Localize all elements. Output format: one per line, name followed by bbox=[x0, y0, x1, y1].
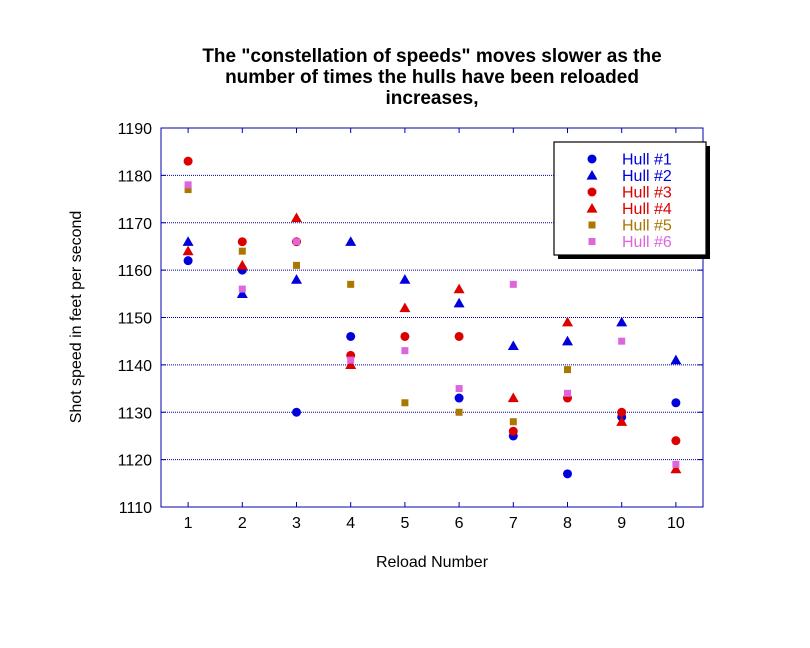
data-point bbox=[671, 398, 681, 408]
data-point bbox=[454, 331, 464, 341]
data-point bbox=[236, 288, 248, 298]
data-point bbox=[291, 274, 302, 284]
data-point bbox=[346, 331, 356, 341]
data-point bbox=[401, 399, 409, 407]
legend-marker bbox=[588, 238, 596, 245]
x-tick-label: 1 bbox=[184, 515, 193, 532]
data-point bbox=[564, 366, 571, 374]
data-point bbox=[509, 418, 517, 426]
data-point bbox=[182, 245, 194, 256]
data-point bbox=[347, 356, 355, 364]
data-point bbox=[562, 316, 573, 327]
data-point bbox=[183, 156, 193, 166]
data-point bbox=[618, 337, 626, 345]
data-point bbox=[455, 385, 463, 393]
legend-label: Hull #2 bbox=[622, 168, 672, 185]
data-point bbox=[453, 283, 465, 294]
x-tick-label: 4 bbox=[346, 515, 355, 532]
data-point bbox=[670, 354, 682, 365]
data-point bbox=[672, 460, 680, 468]
x-tick-label: 7 bbox=[509, 515, 518, 532]
data-point bbox=[617, 407, 627, 417]
legend-marker bbox=[588, 221, 596, 229]
data-point bbox=[670, 463, 682, 474]
legend-marker bbox=[587, 154, 597, 164]
y-axis-label: Shot speed in feet per second bbox=[68, 211, 85, 424]
data-point bbox=[237, 237, 247, 247]
data-point bbox=[345, 359, 357, 369]
chart-title-line: number of times the hulls have been relo… bbox=[225, 67, 639, 88]
y-tick-label: 1120 bbox=[118, 453, 153, 470]
data-point bbox=[293, 238, 300, 246]
legend-label: Hull #5 bbox=[622, 218, 672, 235]
y-tick-label: 1160 bbox=[118, 263, 153, 280]
data-point bbox=[291, 212, 302, 223]
x-tick-label: 9 bbox=[617, 515, 626, 532]
y-tick-label: 1150 bbox=[118, 311, 153, 328]
data-point bbox=[563, 469, 572, 479]
data-point bbox=[507, 392, 519, 403]
data-point bbox=[399, 274, 411, 284]
data-point bbox=[453, 297, 465, 308]
grid bbox=[161, 174, 703, 461]
data-point bbox=[454, 393, 464, 403]
chart-title: The "constellation of speeds" moves slow… bbox=[160, 46, 704, 109]
data-point bbox=[182, 236, 194, 246]
x-tick-label: 6 bbox=[455, 515, 464, 532]
data-point bbox=[616, 316, 628, 327]
y-tick-label: 1130 bbox=[118, 405, 153, 422]
data-point bbox=[509, 280, 517, 288]
x-tick-label: 10 bbox=[667, 515, 685, 532]
data-point bbox=[616, 416, 628, 426]
y-tick-label: 1170 bbox=[118, 216, 153, 233]
legend-label: Hull #1 bbox=[622, 152, 672, 169]
y-tick-label: 1190 bbox=[118, 121, 153, 138]
x-tick-label: 3 bbox=[292, 515, 301, 532]
data-point bbox=[345, 236, 357, 246]
y-tick-label: 1180 bbox=[118, 168, 153, 185]
data-point bbox=[183, 256, 193, 266]
data-point bbox=[508, 426, 518, 436]
data-point bbox=[507, 340, 519, 351]
x-tick-label: 5 bbox=[400, 515, 409, 532]
data-points bbox=[182, 156, 682, 479]
data-point bbox=[238, 247, 246, 255]
y-tick-label: 1110 bbox=[119, 500, 152, 517]
x-tick-label: 8 bbox=[563, 515, 572, 532]
data-point bbox=[564, 389, 571, 397]
data-point bbox=[292, 407, 301, 417]
legend-marker bbox=[587, 187, 597, 197]
y-tick-label: 1140 bbox=[118, 358, 153, 375]
x-axis: 1 2 3 4 5 6 7 8 9 10 bbox=[184, 128, 685, 532]
legend-box bbox=[553, 141, 707, 256]
data-point bbox=[399, 302, 411, 313]
legend-label: Hull #6 bbox=[622, 234, 672, 251]
data-point bbox=[562, 335, 573, 346]
data-point bbox=[401, 347, 409, 355]
data-point bbox=[293, 261, 300, 269]
y-axis: 1110 1120 1130 1140 1150 1160 1170 1180 1190 bbox=[118, 121, 703, 517]
data-point bbox=[236, 259, 248, 270]
data-point bbox=[347, 280, 355, 288]
data-point bbox=[184, 186, 192, 194]
data-point bbox=[400, 331, 410, 341]
data-point bbox=[671, 436, 681, 446]
legend-label: Hull #3 bbox=[622, 185, 672, 202]
legend-marker bbox=[586, 170, 598, 180]
x-tick-label: 2 bbox=[238, 515, 247, 532]
chart-title-line: The "constellation of speeds" moves slow… bbox=[202, 46, 662, 67]
legend-marker bbox=[586, 203, 598, 213]
legend-label: Hull #4 bbox=[622, 201, 672, 218]
data-point bbox=[184, 181, 192, 189]
chart-title-line: increases, bbox=[385, 88, 479, 109]
data-point bbox=[455, 408, 463, 416]
x-axis-label: Reload Number bbox=[376, 554, 489, 571]
data-point bbox=[238, 285, 246, 293]
